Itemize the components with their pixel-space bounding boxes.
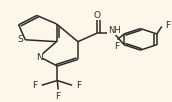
Text: F: F bbox=[114, 42, 119, 51]
Text: F: F bbox=[76, 81, 81, 90]
Text: F: F bbox=[33, 81, 38, 90]
Text: O: O bbox=[93, 11, 100, 20]
Text: N: N bbox=[36, 53, 43, 62]
Text: S: S bbox=[17, 35, 23, 44]
Text: F: F bbox=[165, 21, 170, 30]
Text: F: F bbox=[56, 92, 61, 101]
Text: NH: NH bbox=[108, 26, 120, 35]
